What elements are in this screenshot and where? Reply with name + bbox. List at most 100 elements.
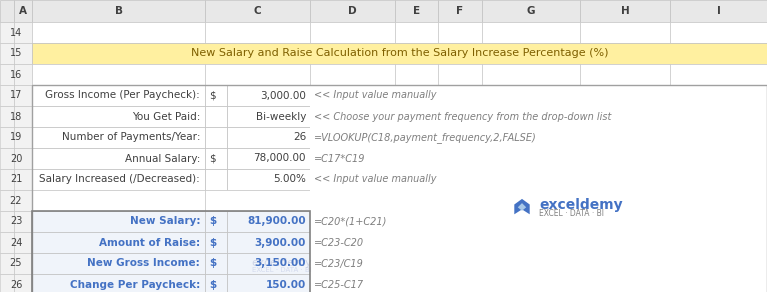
Bar [438,22,482,43]
Text: 26: 26 [10,279,22,289]
Bar [14,64,32,85]
Text: $: $ [209,237,216,248]
Bar [227,169,310,190]
Text: You Get Paid:: You Get Paid: [132,112,200,121]
Bar [310,253,767,274]
Text: 18: 18 [10,112,22,121]
Bar [32,127,205,148]
Bar [227,253,310,274]
Bar [32,85,205,106]
Text: 3,150.00: 3,150.00 [255,258,306,269]
Text: 20: 20 [10,154,22,164]
Bar [482,64,580,85]
Bar [32,22,205,43]
Bar [0,169,14,190]
Bar [310,22,395,43]
Text: << Input value manually: << Input value manually [314,91,436,100]
Bar [32,190,205,211]
Text: New Salary:: New Salary: [130,216,200,227]
Bar [32,169,205,190]
Text: 14: 14 [10,27,22,37]
Text: 5.00%: 5.00% [273,175,306,185]
Bar [205,274,227,292]
Bar [14,274,32,292]
Text: exceldemy: exceldemy [252,258,312,267]
Bar [0,232,14,253]
Bar [0,106,14,127]
Text: G: G [527,6,535,16]
Text: << Input value manually: << Input value manually [314,175,436,185]
Bar [310,169,767,190]
Bar [227,106,310,127]
Bar [32,148,205,169]
Text: 16: 16 [10,69,22,79]
Bar [227,211,310,232]
Bar [482,0,580,22]
Bar [205,211,227,232]
Text: 23: 23 [10,216,22,227]
Bar [205,64,310,85]
Bar [205,169,227,190]
Bar [310,106,767,127]
Bar [0,211,14,232]
Bar [205,148,227,169]
Bar [14,106,32,127]
Bar [0,22,14,43]
Text: =VLOOKUP(C18,payment_frequency,2,FALSE): =VLOOKUP(C18,payment_frequency,2,FALSE) [314,132,537,143]
Text: 19: 19 [10,133,22,142]
Text: 15: 15 [10,48,22,58]
Text: 22: 22 [10,196,22,206]
Bar [227,148,310,169]
Bar [310,190,767,211]
Bar [14,148,32,169]
Bar [205,127,227,148]
Bar [395,0,438,22]
Text: 21: 21 [10,175,22,185]
Text: << Choose your payment frequency from the drop-down list: << Choose your payment frequency from th… [314,112,611,121]
Text: E: E [413,6,420,16]
Text: $: $ [209,279,216,289]
Text: =C23-C20: =C23-C20 [314,237,364,248]
Bar [205,232,227,253]
Text: C: C [254,6,262,16]
Bar [227,127,310,148]
Bar [227,232,310,253]
Bar [670,0,767,22]
Bar [580,22,670,43]
Bar [395,64,438,85]
Text: B: B [114,6,123,16]
Bar [670,22,767,43]
Bar [32,85,767,292]
Text: 78,000.00: 78,000.00 [254,154,306,164]
Text: 3,900.00: 3,900.00 [255,237,306,248]
Bar [227,85,310,106]
Bar [32,64,205,85]
Text: =C17*C19: =C17*C19 [314,154,366,164]
Bar [205,85,227,106]
Text: A: A [19,6,27,16]
Bar [0,127,14,148]
Bar [310,85,767,106]
Bar [14,232,32,253]
Bar [32,232,205,253]
Text: =C25-C17: =C25-C17 [314,279,364,289]
Text: 81,900.00: 81,900.00 [248,216,306,227]
Text: I: I [716,6,720,16]
Bar [310,148,767,169]
Bar [310,274,767,292]
Bar [205,190,310,211]
Text: 25: 25 [10,258,22,269]
Bar [32,106,205,127]
Bar [310,232,767,253]
Bar [395,22,438,43]
Text: Change Per Paycheck:: Change Per Paycheck: [70,279,200,289]
Bar [438,64,482,85]
Bar [32,211,310,292]
Text: exceldemy: exceldemy [539,198,623,212]
Bar [670,64,767,85]
Bar [14,0,32,22]
Bar [14,43,32,64]
Bar [205,22,310,43]
Text: $: $ [209,216,216,227]
Bar [14,22,32,43]
